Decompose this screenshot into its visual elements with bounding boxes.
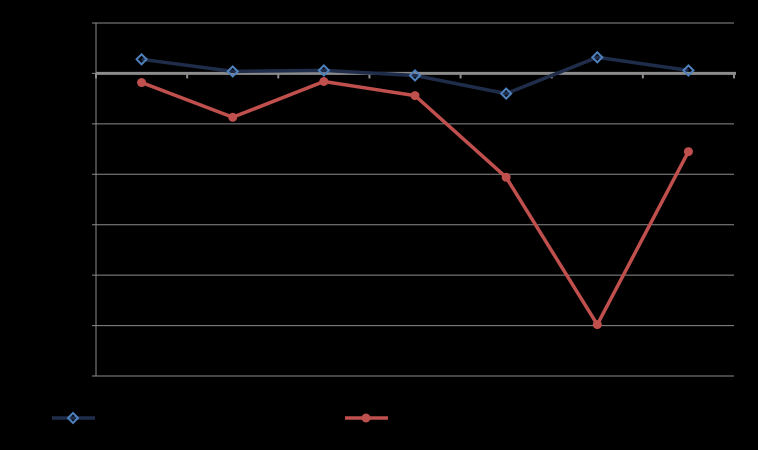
y-tick-label: -4 (77, 267, 88, 281)
y-tick-label: 1 (81, 15, 88, 29)
line (140, 79, 690, 327)
line (141, 55, 689, 96)
y-tick-label: -5 (77, 318, 88, 332)
legend-marker (66, 411, 80, 425)
point (499, 87, 513, 101)
point (683, 147, 693, 157)
point (592, 320, 602, 330)
point (590, 50, 604, 64)
y-tick-label: 0 (81, 66, 88, 80)
point (135, 52, 148, 66)
y-tick-label: -2 (77, 166, 88, 180)
y-tick-label: -6 (77, 368, 88, 382)
legend-marker (361, 413, 371, 423)
point (137, 78, 147, 88)
point (226, 64, 240, 78)
y-tick-label: -3 (77, 217, 88, 231)
point (228, 112, 238, 122)
point (408, 69, 422, 82)
point (682, 63, 695, 77)
point (319, 76, 329, 86)
y-tick-label: -1 (77, 116, 88, 130)
point (317, 63, 331, 77)
point (501, 172, 511, 182)
point (410, 91, 420, 101)
